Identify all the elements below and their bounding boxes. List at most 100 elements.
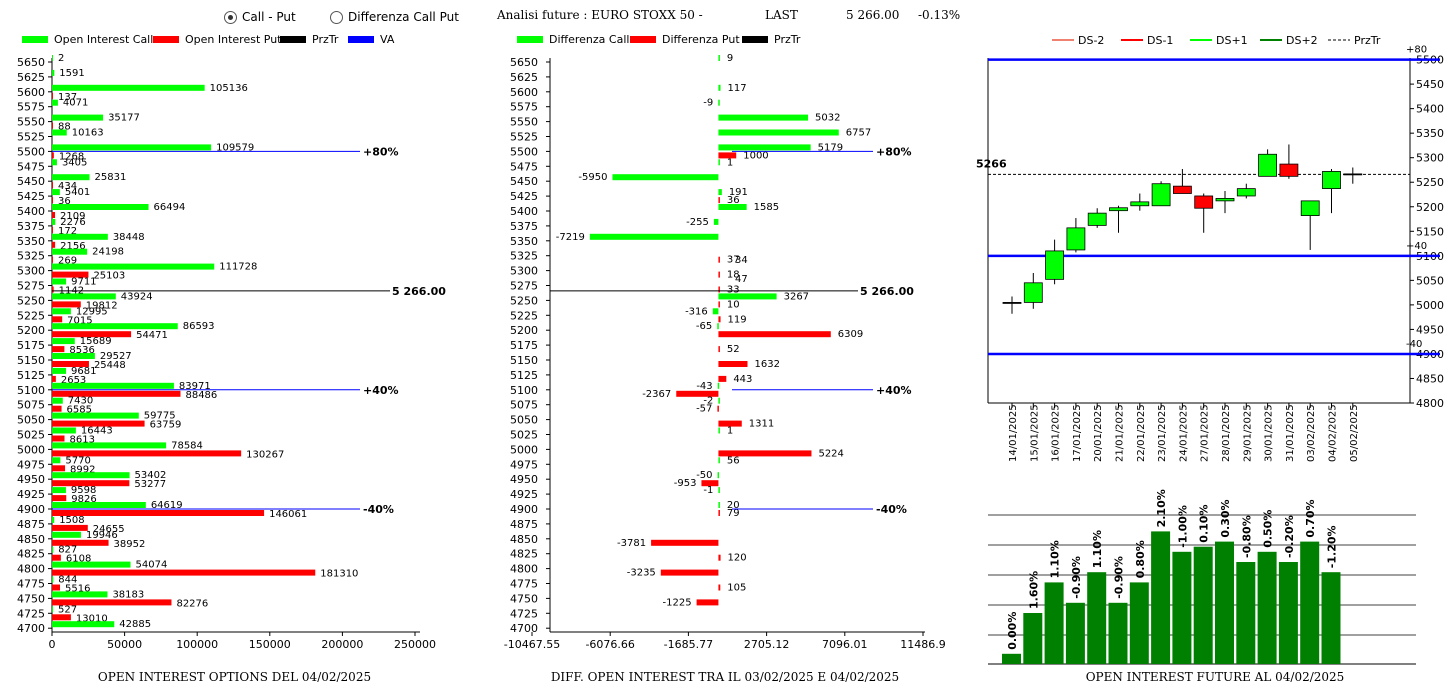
oi-x-tick-label: 100000	[176, 638, 218, 651]
oi-put-bar	[52, 182, 53, 189]
oi-call-value: 15689	[80, 336, 112, 347]
cs-date-label: 05/02/2025	[1349, 404, 1360, 462]
diff-strike-label: 5300	[510, 265, 538, 278]
cs-candle	[1194, 195, 1214, 209]
cs-candle	[1343, 173, 1363, 176]
diff-put-value: -3781	[617, 538, 646, 549]
oi-call-value: 5770	[65, 455, 90, 466]
oi-put-value: 25103	[93, 271, 125, 282]
oi-call-bar	[52, 591, 108, 598]
pct-bar-label: -1.00%	[1176, 505, 1189, 548]
cs-candle	[1236, 188, 1256, 197]
oi-call-bar	[52, 233, 108, 240]
diff-call-value: 6757	[846, 128, 871, 139]
oi-call-value: 527	[58, 604, 77, 615]
diff-call-bar	[718, 189, 722, 196]
pct-bar-label: 0.50%	[1262, 510, 1275, 548]
oi-put-bar	[52, 271, 89, 278]
oi-va-label: -40%	[363, 503, 394, 516]
diff-strike-label: 4750	[510, 592, 538, 605]
diff-va-label: +40%	[876, 384, 912, 397]
diff-call-bar	[718, 204, 747, 210]
pct-bar	[1257, 551, 1277, 664]
diff-call-bar	[589, 233, 719, 240]
oi-call-value: 38448	[113, 232, 145, 243]
pct-bar-label: 1.10%	[1049, 540, 1062, 578]
oi-strike-label: 4900	[17, 503, 45, 516]
oi-put-bar	[52, 495, 67, 502]
diff-call-value: 3267	[784, 291, 809, 302]
oi-put-bar	[52, 450, 242, 457]
oi-put-bar	[52, 480, 130, 487]
diff-put-value: 1311	[749, 419, 774, 430]
oi-call-bar	[52, 55, 53, 61]
oi-call-value: 5401	[65, 187, 90, 198]
diff-put-value: 18	[727, 270, 740, 281]
pct-bar-label: 0.10%	[1198, 505, 1211, 543]
diff-strike-label: 5475	[510, 160, 538, 173]
diff-put-bar	[718, 271, 720, 278]
diff-strike-label: 4800	[510, 563, 538, 576]
oi-call-bar	[52, 159, 57, 166]
oi-put-value: 8536	[69, 345, 94, 356]
oi-call-bar	[52, 248, 88, 255]
legend-oi-call-swatch	[22, 36, 48, 43]
oi-put-bar	[52, 599, 172, 606]
cs-date-label: 21/01/2025	[1115, 404, 1126, 462]
oi-va-label: +80%	[363, 145, 399, 158]
pct-bar	[1300, 541, 1320, 664]
diff-strike-label: 5150	[510, 354, 538, 367]
footer-mid: DIFF. OPEN INTEREST TRA IL 03/02/2025 E …	[550, 670, 900, 684]
oi-put-value: 146061	[269, 509, 307, 520]
oi-strike-label: 4750	[17, 592, 45, 605]
oi-call-bar	[52, 323, 178, 330]
oi-strike-label: 4850	[17, 533, 45, 546]
oi-call-bar	[52, 144, 212, 151]
diff-call-value: 9	[727, 53, 733, 64]
oi-call-bar	[52, 129, 67, 136]
radio-call-put-dot[interactable]	[224, 10, 237, 24]
oi-x-tick-label: 250000	[394, 638, 436, 651]
oi-strike-label: 5325	[17, 250, 45, 263]
cs-y-tick-label: 5150	[1416, 225, 1444, 238]
oi-put-value: 181310	[320, 569, 358, 580]
diff-put-bar	[718, 554, 721, 561]
diff-put-value: 120	[728, 553, 747, 564]
radio-call-put[interactable]: Call - Put	[224, 10, 296, 24]
pct-bar-label: 0.30%	[1219, 499, 1232, 537]
cs-candle	[1109, 207, 1128, 212]
oi-put-value: 172	[58, 226, 77, 237]
oi-call-value: 111728	[219, 262, 257, 273]
oi-put-value: 434	[58, 181, 77, 192]
oi-put-value: 269	[58, 256, 77, 267]
cs-date-label: 31/01/2025	[1285, 404, 1296, 462]
radio-differenza[interactable]: Differenza Call Put	[330, 10, 459, 24]
radio-differenza-label: Differenza Call Put	[348, 10, 459, 24]
cs-date-label: 30/01/2025	[1264, 404, 1275, 462]
oi-call-bar	[52, 576, 54, 583]
diff-put-value: -1225	[663, 597, 692, 608]
diff-strike-label: 5100	[510, 384, 538, 397]
oi-strike-label: 5050	[17, 414, 45, 427]
oi-strike-label: 5500	[17, 145, 45, 158]
oi-strike-label: 5400	[17, 205, 45, 218]
oi-call-value: 66494	[154, 202, 186, 213]
oi-strike-label: 5250	[17, 294, 45, 307]
oi-strike-label: 5075	[17, 399, 45, 412]
cs-y-tick-label: 5450	[1416, 78, 1444, 91]
oi-put-bar	[52, 286, 54, 293]
diff-put-bar	[718, 197, 720, 204]
radio-differenza-dot[interactable]	[330, 10, 343, 24]
diff-put-value: -3235	[627, 568, 656, 579]
diff-call-bar	[612, 174, 719, 181]
oi-call-bar	[52, 382, 174, 389]
diff-strike-label: 5450	[510, 175, 538, 188]
oi-put-bar	[52, 554, 61, 561]
oi-put-bar	[52, 539, 109, 546]
diff-put-value: 119	[728, 314, 747, 325]
cs-candle	[1023, 282, 1043, 303]
diff-call-value: 1585	[754, 202, 779, 213]
oi-call-bar	[52, 99, 58, 106]
pct-bar	[1108, 602, 1128, 664]
